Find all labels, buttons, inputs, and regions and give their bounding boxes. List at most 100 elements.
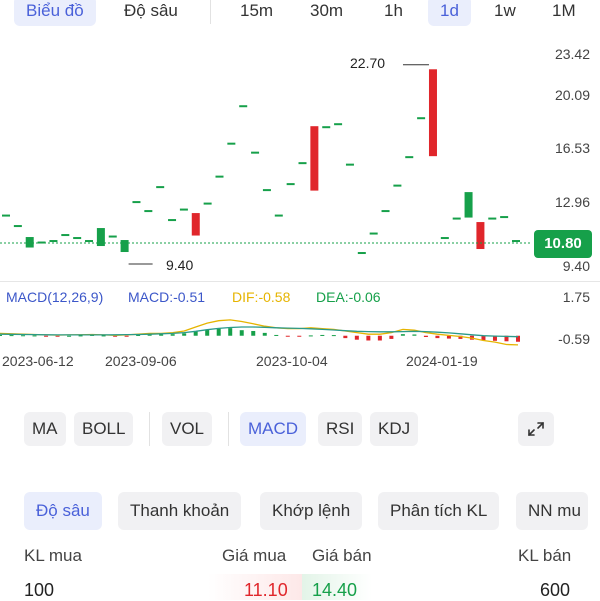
macd-histogram-bar xyxy=(481,335,486,341)
bid-volume: 100 xyxy=(24,580,55,600)
x-tick-label: 2023-09-06 xyxy=(105,353,177,369)
macd-histogram-bar xyxy=(32,335,37,337)
high-price-annotation: 22.70 xyxy=(350,55,386,71)
candle xyxy=(251,151,260,154)
macd-histogram-bar xyxy=(446,335,451,339)
macd-histogram-bar xyxy=(331,335,336,337)
indicator-vol-button[interactable]: VOL xyxy=(162,412,213,446)
candle xyxy=(13,225,22,228)
subtab-foreign[interactable]: NN mu xyxy=(516,492,588,530)
indicator-boll-button[interactable]: BOLL xyxy=(74,412,134,446)
divider xyxy=(228,412,229,446)
macd-histogram-bar xyxy=(124,335,129,337)
bid-volume-header: KL mua xyxy=(24,546,82,565)
candle xyxy=(239,105,248,108)
candle xyxy=(357,252,366,255)
macd-histogram-bar xyxy=(274,334,279,336)
candle xyxy=(156,186,165,189)
macd-histogram-bar xyxy=(412,334,417,336)
candle xyxy=(73,237,82,240)
x-tick-label: 2023-06-12 xyxy=(2,353,74,369)
candle xyxy=(322,126,331,129)
candle xyxy=(345,163,354,166)
y-tick-label: 16.53 xyxy=(554,140,590,156)
tab-15m[interactable]: 15m xyxy=(240,1,274,20)
macd-histogram-bar xyxy=(113,335,118,337)
candle xyxy=(298,162,307,165)
macd-histogram-bar xyxy=(205,329,210,336)
macd-histogram-bar xyxy=(251,330,256,336)
macd-histogram-bar xyxy=(239,330,244,336)
macd-value: MACD:-0.51 xyxy=(128,289,206,305)
y-tick-label: 12.96 xyxy=(554,194,590,210)
candle xyxy=(369,232,378,235)
ask-price: 14.40 xyxy=(312,580,358,600)
indicator-kdj-button[interactable]: KDJ xyxy=(370,412,419,446)
candle xyxy=(2,214,10,217)
bid-price-header: Giá mua xyxy=(222,546,287,565)
macd-histogram-bar xyxy=(297,335,302,337)
tab-30m[interactable]: 30m xyxy=(310,1,344,20)
macd-histogram-bar xyxy=(458,335,463,339)
macd-chart[interactable] xyxy=(0,306,530,352)
tab-chart[interactable]: Biểu đồ xyxy=(14,0,96,26)
indicator-macd-button[interactable]: MACD xyxy=(240,412,307,446)
macd-histogram-bar xyxy=(400,334,405,336)
candle xyxy=(428,69,437,157)
candle xyxy=(85,240,94,243)
subtab-depth[interactable]: Độ sâu xyxy=(24,492,102,530)
candle xyxy=(512,240,520,243)
macd-histogram-bar xyxy=(55,335,60,337)
tab-1d[interactable]: 1d xyxy=(428,0,471,26)
macd-histogram-bar xyxy=(0,334,2,336)
macd-histogram-bar xyxy=(147,334,152,336)
last-price-badge: 10.80 xyxy=(534,230,592,258)
candle xyxy=(381,210,390,213)
indicator-rsi-button[interactable]: RSI xyxy=(318,412,363,446)
macd-histogram-bar xyxy=(516,335,520,342)
candle xyxy=(120,240,129,253)
bid-depth-bar xyxy=(208,574,302,600)
subtab-liquidity[interactable]: Thanh khoản xyxy=(118,492,242,530)
candle xyxy=(464,192,473,218)
macd-histogram-bar xyxy=(423,335,428,338)
dea-value: DEA:-0.06 xyxy=(316,289,381,305)
expand-chart-button[interactable] xyxy=(518,412,554,446)
chart-divider xyxy=(0,281,600,282)
macd-histogram-bar xyxy=(67,335,72,337)
tab-depth[interactable]: Độ sâu xyxy=(124,1,178,20)
macd-histogram-bar xyxy=(9,335,14,337)
indicator-ma-button[interactable]: MA xyxy=(24,412,66,446)
ask-price-header: Giá bán xyxy=(312,546,372,565)
divider xyxy=(149,412,150,446)
ask-volume: 600 xyxy=(540,580,571,600)
y-tick-label: 23.42 xyxy=(554,46,590,62)
tab-1w[interactable]: 1w xyxy=(494,1,516,20)
low-price-annotation: 9.40 xyxy=(166,257,194,273)
candlestick-chart[interactable] xyxy=(0,40,530,280)
macd-histogram-bar xyxy=(320,334,325,336)
tab-1m[interactable]: 1M xyxy=(552,1,576,20)
tab-1h[interactable]: 1h xyxy=(384,1,403,20)
candle xyxy=(61,234,70,237)
macd-histogram-bar xyxy=(504,335,509,342)
dif-value: DIF:-0.58 xyxy=(232,289,291,305)
candle xyxy=(500,216,509,219)
macd-histogram-bar xyxy=(285,335,290,337)
candle xyxy=(49,240,58,243)
candle xyxy=(215,175,224,178)
candle xyxy=(179,208,188,211)
ask-depth-bar xyxy=(302,574,372,600)
candle xyxy=(25,237,34,248)
subtab-matched-orders[interactable]: Khớp lệnh xyxy=(260,492,363,530)
candle xyxy=(310,126,319,191)
macd-histogram-bar xyxy=(136,334,141,336)
candle xyxy=(417,117,426,120)
y-tick-label: 20.09 xyxy=(554,87,590,103)
candle xyxy=(96,228,105,247)
subtab-volume-analysis[interactable]: Phân tích KL xyxy=(378,492,500,530)
x-tick-label: 2023-10-04 xyxy=(256,353,328,369)
candle xyxy=(286,183,295,186)
candle xyxy=(144,210,153,213)
expand-icon xyxy=(528,422,544,436)
